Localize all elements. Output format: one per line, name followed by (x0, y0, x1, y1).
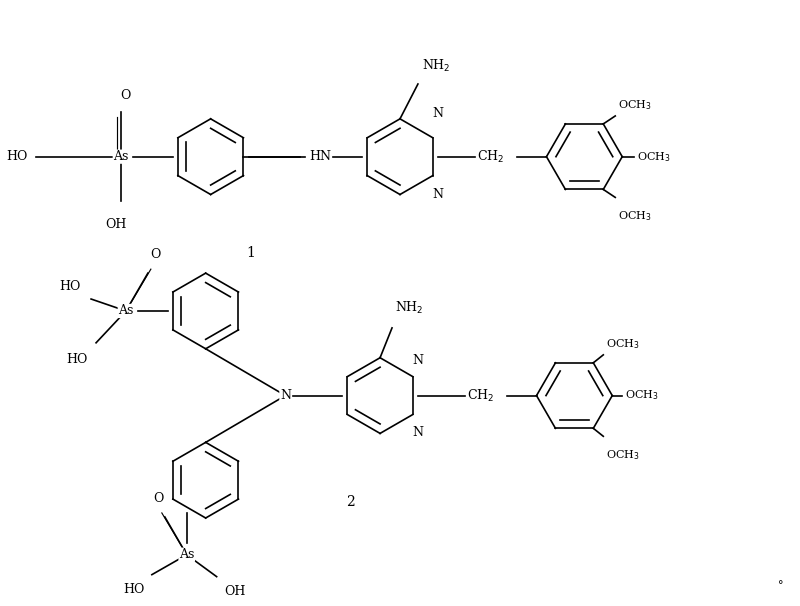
Text: NH$_2$: NH$_2$ (395, 300, 423, 316)
Text: N: N (412, 427, 423, 439)
Text: 2: 2 (346, 495, 354, 509)
Text: O: O (150, 248, 161, 261)
Text: NH$_2$: NH$_2$ (422, 58, 450, 74)
Text: O: O (154, 492, 164, 505)
Text: N: N (280, 389, 291, 402)
Text: OH: OH (106, 218, 126, 231)
Text: As: As (179, 548, 194, 561)
Text: HO: HO (60, 280, 81, 293)
Text: OCH$_3$: OCH$_3$ (637, 150, 671, 164)
Text: As: As (114, 150, 129, 163)
Text: N: N (412, 354, 423, 367)
Text: OCH$_3$: OCH$_3$ (606, 337, 640, 351)
Text: CH$_2$: CH$_2$ (477, 148, 504, 165)
Text: OCH$_3$: OCH$_3$ (618, 98, 652, 112)
Text: CH$_2$: CH$_2$ (466, 387, 494, 404)
Text: N: N (432, 187, 443, 201)
Text: OCH$_3$: OCH$_3$ (626, 388, 659, 402)
Text: °: ° (778, 580, 784, 590)
Text: 1: 1 (246, 246, 255, 260)
Text: HO: HO (123, 582, 145, 596)
Text: OH: OH (225, 585, 246, 598)
Text: N: N (432, 107, 443, 120)
Text: HO: HO (66, 353, 88, 366)
Text: OCH$_3$: OCH$_3$ (618, 209, 652, 223)
Text: As: As (118, 304, 134, 318)
Text: HN: HN (310, 150, 331, 163)
Text: O: O (120, 89, 130, 102)
Text: OCH$_3$: OCH$_3$ (606, 448, 640, 462)
Text: HO: HO (6, 150, 28, 163)
